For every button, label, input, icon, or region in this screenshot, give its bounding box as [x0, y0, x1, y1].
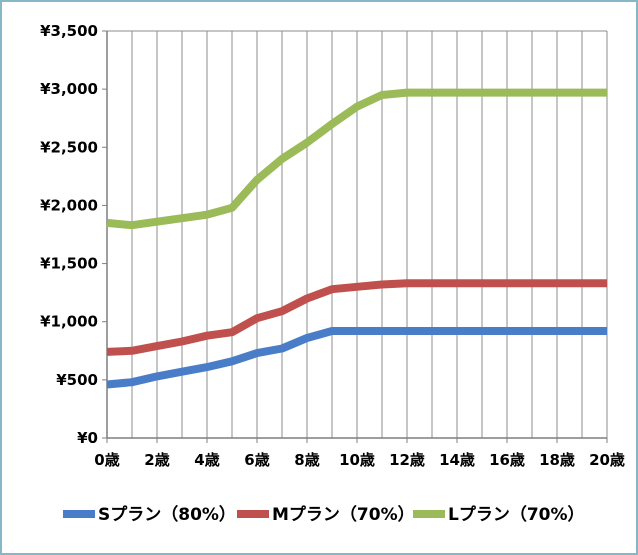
x-tick-label: 10歳: [339, 451, 375, 469]
legend: Sプラン（80%） Mプラン（70%） Lプラン（70%）: [63, 504, 585, 525]
y-tick-label: ¥3,500: [40, 22, 98, 40]
grid: [107, 30, 608, 438]
x-axis-ticks: 0歳 2歳 4歳 6歳 8歳 10歳 12歳 14歳 16歳 18歳 20歳: [94, 438, 625, 469]
x-tick-label: 2歳: [144, 451, 169, 469]
x-tick-label: 12歳: [389, 451, 425, 469]
series-line-3: [106, 88, 607, 230]
y-tick-label: ¥500: [56, 371, 98, 389]
y-tick-label: ¥2,000: [40, 196, 98, 214]
x-tick-label: 18歳: [539, 451, 575, 469]
y-tick-label: ¥1,000: [40, 313, 98, 331]
x-tick-label: 20歳: [589, 451, 625, 469]
series-line-2: [106, 279, 607, 356]
series-lines: [106, 88, 607, 389]
legend-label-3: Lプラン（70%）: [448, 504, 585, 525]
x-tick-label: 6歳: [244, 451, 269, 469]
y-axis-ticks: ¥0 ¥500 ¥1,000 ¥1,500 ¥2,000 ¥2,500 ¥3,000 ¥3,5…: [40, 22, 107, 447]
x-tick-label: 8歳: [294, 451, 319, 469]
series-line-1: [106, 327, 607, 389]
y-tick-label: ¥1,500: [40, 255, 98, 273]
legend-label-2: Mプラン（70%）: [272, 504, 415, 525]
y-tick-label: ¥3,000: [40, 80, 98, 98]
y-tick-label: ¥0: [77, 429, 98, 447]
legend-label-1: Sプラン（80%）: [98, 504, 236, 525]
x-tick-label: 16歳: [489, 451, 525, 469]
x-tick-label: 4歳: [194, 451, 219, 469]
y-tick-label: ¥2,500: [40, 138, 98, 156]
x-tick-label: 0歳: [94, 451, 119, 469]
x-tick-label: 14歳: [439, 451, 475, 469]
